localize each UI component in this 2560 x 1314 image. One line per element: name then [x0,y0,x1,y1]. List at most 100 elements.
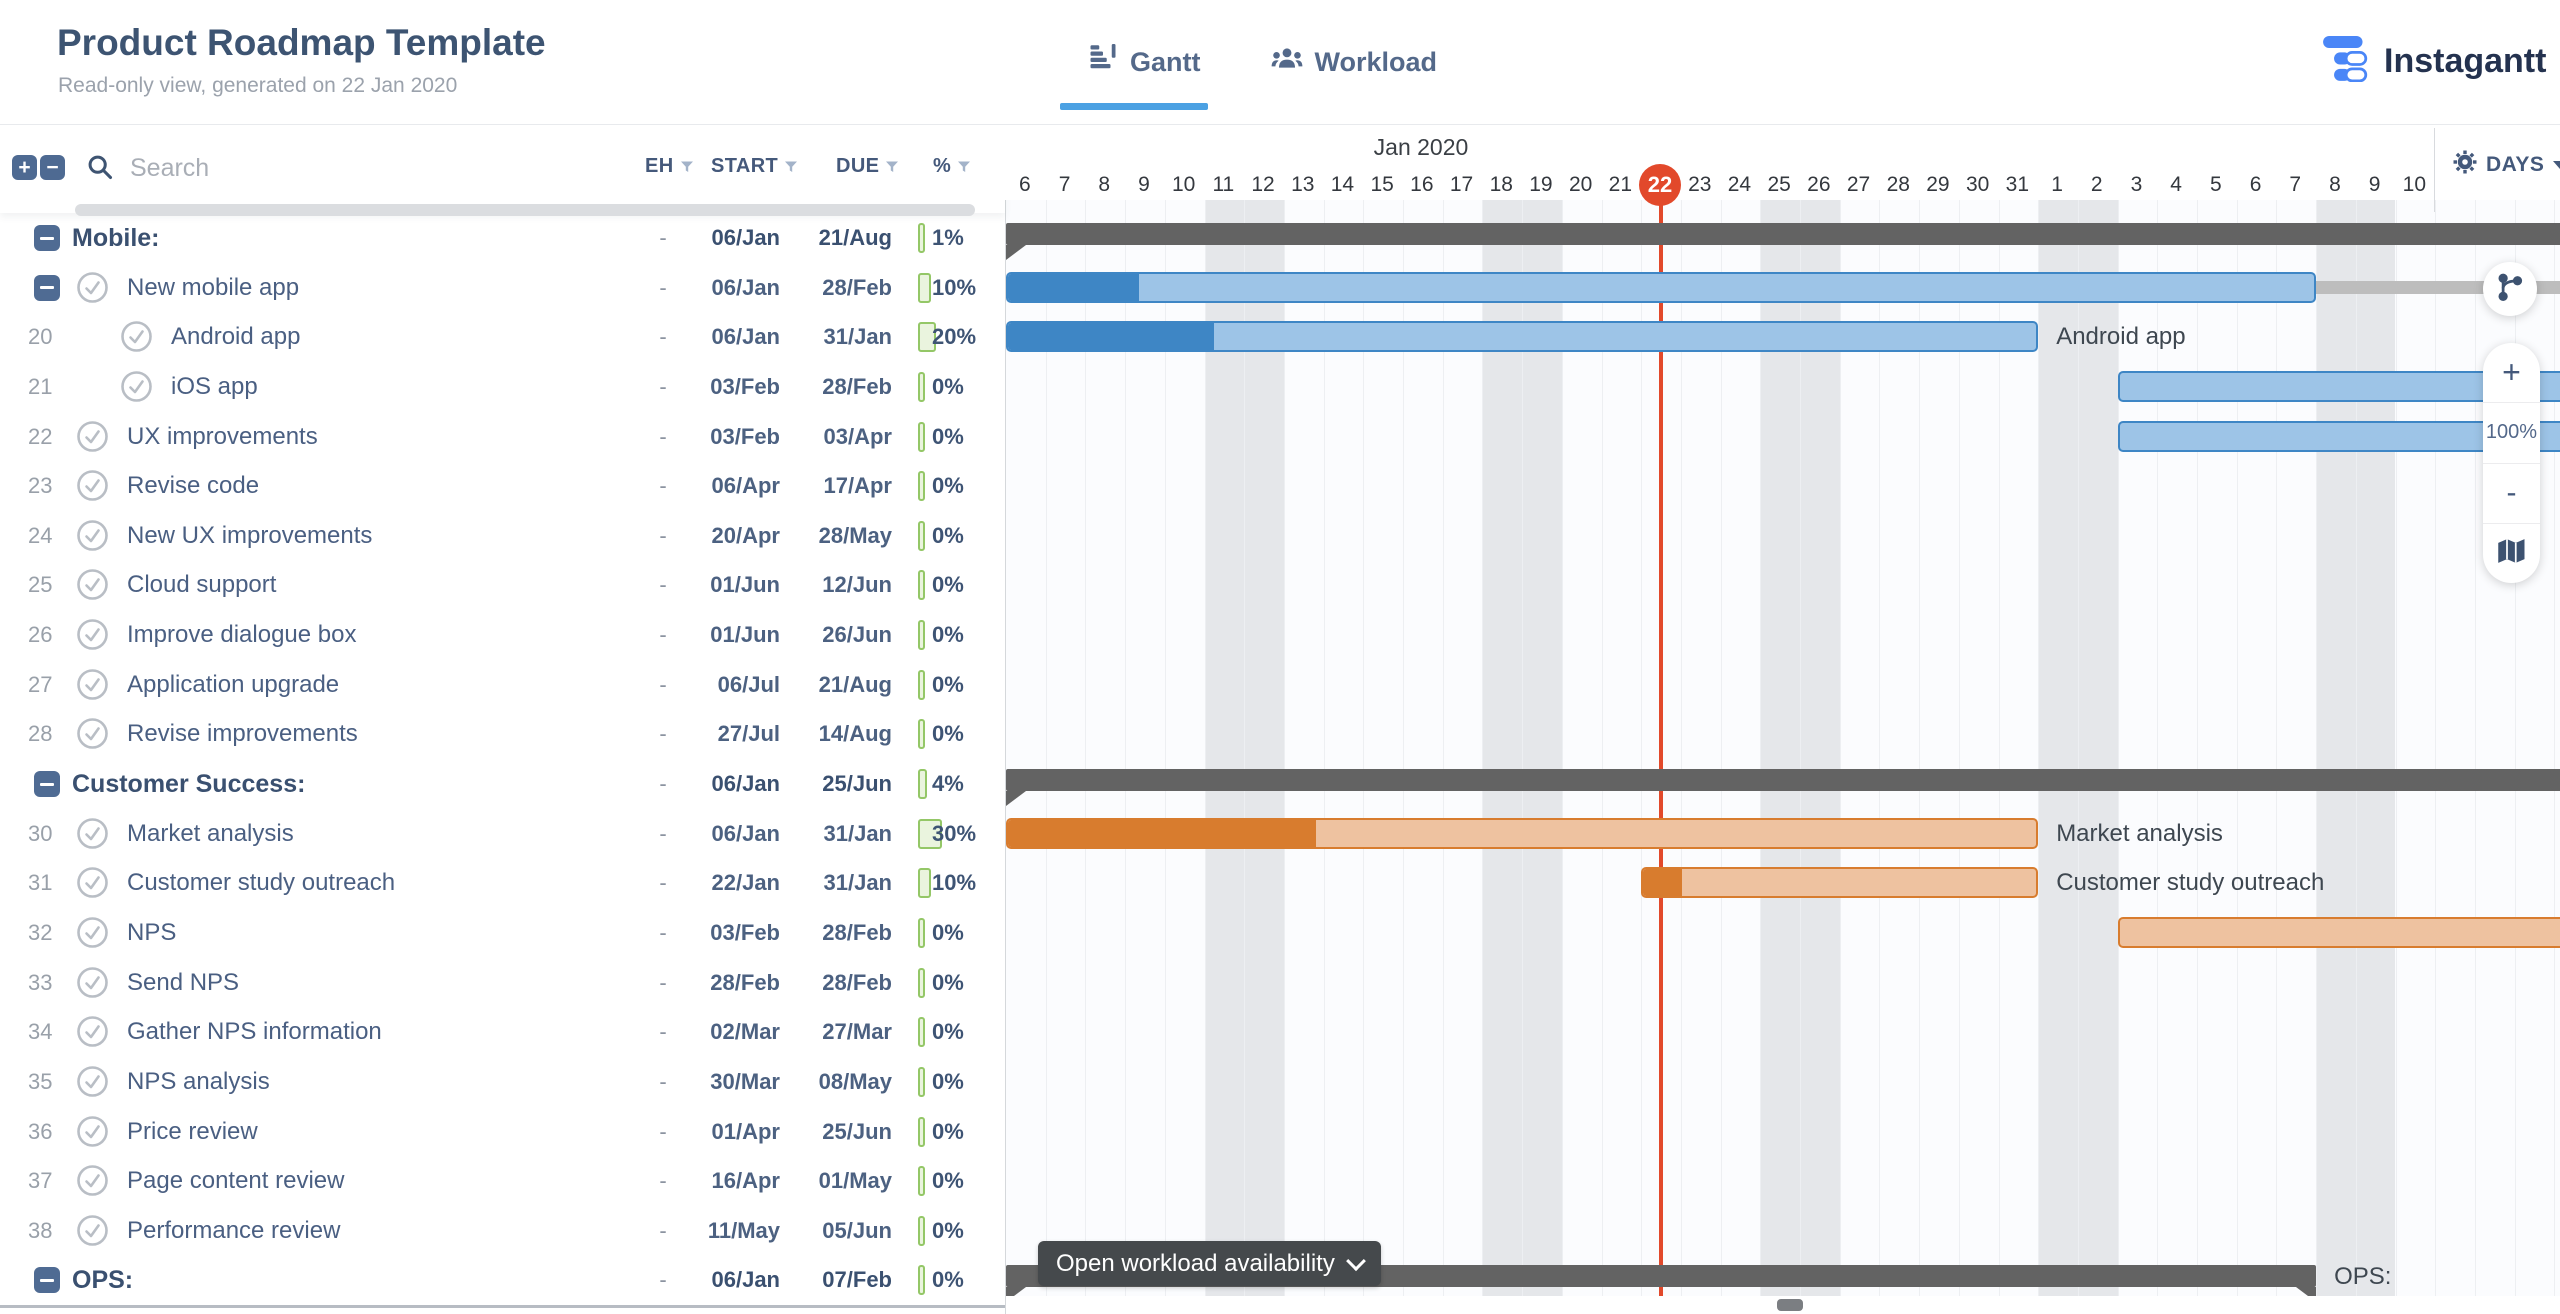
chevron-down-icon [2553,160,2560,169]
column-header-eh[interactable]: EH [645,155,693,178]
check-circle-icon[interactable] [76,1164,109,1197]
day-cell: 6 [2249,173,2262,196]
task-row[interactable]: Customer Success: - 06/Jan 25/Jun 4% [0,759,1005,812]
check-circle-icon[interactable] [120,370,153,403]
check-circle-icon[interactable] [76,916,109,949]
weekend-shading [1522,200,1562,1296]
zoom-in-button[interactable]: + [2483,343,2540,404]
check-circle-icon[interactable] [76,1065,109,1098]
collapse-button[interactable] [34,225,60,251]
column-header-start[interactable]: START [711,155,798,178]
chart-scrollbar-thumb[interactable] [1777,1299,1803,1311]
check-circle-icon[interactable] [76,1015,109,1048]
check-circle-icon[interactable] [76,866,109,899]
task-row[interactable]: 22 UX improvements - 03/Feb 03/Apr 0% [0,411,1005,463]
check-circle-icon[interactable] [76,519,109,552]
estimated-hours-value: - [659,225,667,250]
task-row[interactable]: 28 Revise improvements - 27/Jul 14/Aug 0% [0,709,1005,761]
progress-percent: 0% [932,1068,964,1094]
gantt-bar[interactable] [2117,916,2560,948]
collapse-all-button[interactable]: − [40,155,65,180]
time-scale-selector[interactable]: DAYS [2453,150,2560,179]
check-circle-icon[interactable] [76,966,109,999]
day-gridline [2474,200,2476,1296]
task-row[interactable]: 21 iOS app - 03/Feb 28/Feb 0% [0,361,1005,413]
task-row[interactable]: 30 Market analysis - 06/Jan 31/Jan 30% [0,808,1005,860]
gantt-bar[interactable] [1006,321,2039,353]
day-gridline [1442,200,1444,1296]
task-row[interactable]: 27 Application upgrade - 06/Jul 21/Aug 0% [0,659,1005,711]
check-circle-icon[interactable] [120,320,153,353]
task-name: UX improvements [127,422,318,450]
search-input[interactable]: Search [130,154,210,182]
start-date: 01/Apr [711,1118,780,1144]
task-row[interactable]: 34 Gather NPS information - 02/Mar 27/Mar 0% [0,1007,1005,1058]
progress-meter [918,322,936,353]
search-icon[interactable] [86,153,114,186]
zoom-out-button[interactable]: - [2483,464,2540,524]
task-row[interactable]: 20 Android app - 06/Jan 31/Jan 20% [0,312,1005,363]
task-row[interactable]: 32 NPS - 03/Feb 28/Feb 0% [0,907,1005,959]
task-row[interactable]: New mobile app - 06/Jan 28/Feb 10% [0,262,1005,314]
tab-gantt[interactable]: Gantt [1060,38,1208,110]
check-circle-icon[interactable] [76,1115,109,1148]
estimated-hours-value: - [659,1217,667,1243]
start-date: 06/Jan [711,771,781,797]
task-row[interactable]: 31 Customer study outreach - 22/Jan 31/Jan 10… [0,858,1005,909]
task-row[interactable]: 23 Revise code - 06/Apr 17/Apr 0% [0,461,1005,512]
zoom-level-label: 100% [2485,421,2538,444]
check-circle-icon[interactable] [76,568,109,601]
task-number: 38 [28,1217,53,1243]
collapse-button[interactable] [34,771,60,798]
start-date: 06/Apr [711,473,780,499]
check-circle-icon[interactable] [76,1214,109,1247]
task-name: Cloud support [127,571,277,599]
expand-all-button[interactable]: + [12,155,37,180]
task-row[interactable]: 35 NPS analysis - 30/Mar 08/May 0% [0,1056,1005,1108]
column-header-due[interactable]: DUE [836,155,899,178]
group-summary-bar[interactable] [1006,769,2560,792]
check-circle-icon[interactable] [76,618,109,651]
task-row[interactable]: Mobile: - 06/Jan 21/Aug 1% [0,213,1005,266]
tab-workload[interactable]: Workload [1271,38,1437,86]
collapse-button[interactable] [34,1267,60,1294]
task-row[interactable]: 38 Performance review - 11/May 05/Jun 0% [0,1205,1005,1257]
gantt-bar[interactable] [1006,271,2317,303]
column-header-pct[interactable]: % [933,155,971,178]
task-number: 35 [28,1068,53,1094]
check-circle-icon[interactable] [76,717,109,750]
panel-horizontal-scrollbar[interactable] [75,204,975,216]
critical-path-button[interactable] [2483,262,2537,316]
group-summary-bar[interactable] [1006,223,2560,245]
progress-meter [918,1215,925,1246]
task-row[interactable]: OPS: - 06/Jan 07/Feb 0% [0,1255,1005,1309]
open-workload-button[interactable]: Open workload availability [1038,1241,1381,1286]
estimated-hours-value: - [659,919,667,945]
task-row[interactable]: 33 Send NPS - 28/Feb 28/Feb 0% [0,957,1005,1009]
check-circle-icon[interactable] [76,668,109,701]
task-row[interactable]: 26 Improve dialogue box - 01/Jun 26/Jun 0% [0,610,1005,661]
zoom-level-button[interactable]: 100% [2483,403,2540,464]
task-row[interactable]: 37 Page content review - 16/Apr 01/May 0% [0,1156,1005,1207]
task-row[interactable]: 36 Price review - 01/Apr 25/Jun 0% [0,1106,1005,1158]
day-cell: 30 [1965,173,1990,196]
task-row[interactable]: 25 Cloud support - 01/Jun 12/Jun 0% [0,560,1005,612]
task-name: Page content review [127,1167,345,1195]
check-circle-icon[interactable] [76,469,109,502]
estimated-hours-value: - [659,870,667,896]
minimap-button[interactable] [2483,524,2540,583]
weekend-shading [2077,200,2118,1296]
check-circle-icon[interactable] [76,271,109,304]
start-date: 01/Jun [710,622,780,648]
progress-percent: 0% [932,1217,964,1243]
day-cell: 4 [2170,173,2182,196]
collapse-button[interactable] [34,274,60,301]
day-gridline [1244,200,1246,1296]
task-number: 34 [28,1019,53,1045]
gantt-bar[interactable] [1641,867,2039,899]
brand-logo[interactable]: Instagantt [2320,36,2546,87]
check-circle-icon[interactable] [76,817,109,850]
check-circle-icon[interactable] [76,420,109,453]
gantt-bar[interactable] [1006,817,2039,849]
task-row[interactable]: 24 New UX improvements - 20/Apr 28/May 0% [0,510,1005,562]
